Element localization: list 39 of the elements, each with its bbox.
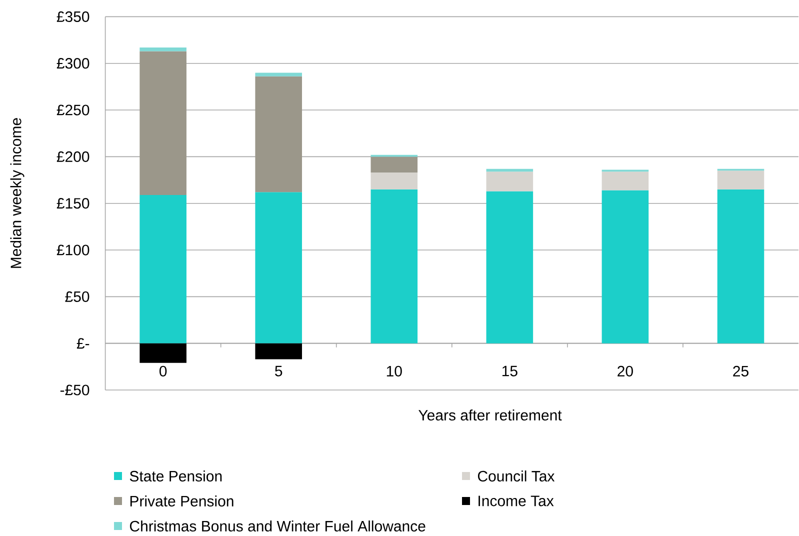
bar — [370, 172, 418, 190]
y-tick-label: £300 — [56, 58, 90, 69]
bar — [140, 51, 186, 195]
bar — [602, 190, 649, 344]
y-tick-label: £350 — [56, 11, 90, 22]
bar — [717, 170, 764, 190]
x-tick-label: 10 — [386, 366, 402, 376]
bar — [140, 343, 186, 363]
bar — [370, 156, 418, 173]
bar — [717, 189, 764, 344]
legend-label: Christmas Bonus and Winter Fuel Allowance — [130, 520, 426, 532]
bar — [255, 72, 302, 76]
y-tick-label: £250 — [56, 104, 90, 116]
bar — [486, 191, 534, 344]
x-tick-label: 25 — [733, 366, 748, 376]
bar — [486, 172, 534, 192]
legend-label: Income Tax — [478, 496, 554, 506]
bar — [255, 192, 302, 344]
x-axis-title: Years after retirement — [418, 410, 562, 421]
bar — [140, 47, 186, 52]
y-tick-label: £- — [76, 338, 90, 349]
legend-label: Council Tax — [478, 470, 555, 482]
y-tick-label: £200 — [56, 151, 90, 162]
bar — [140, 194, 186, 344]
y-axis-title: Median weekly income — [10, 118, 24, 268]
y-tick-label: -£50 — [60, 384, 90, 396]
legend-label: Private Pension — [130, 495, 234, 506]
bar — [255, 343, 302, 360]
bar — [370, 189, 418, 344]
x-tick-label: 15 — [502, 366, 518, 376]
bar — [255, 76, 302, 192]
x-tick-label: 20 — [618, 366, 633, 376]
x-tick-label: 5 — [275, 366, 282, 376]
x-tick-label: 0 — [159, 366, 167, 376]
bar — [602, 172, 649, 190]
y-tick-label: £50 — [65, 291, 90, 302]
legend-label: State Pension — [130, 470, 222, 482]
y-tick-label: £150 — [56, 198, 90, 209]
y-tick-label: £100 — [56, 244, 90, 256]
